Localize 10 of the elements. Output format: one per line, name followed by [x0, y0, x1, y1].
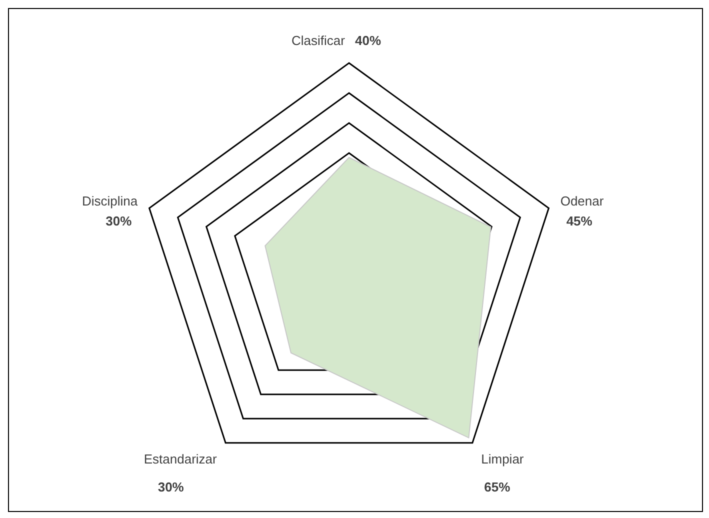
text: 40% [355, 33, 382, 48]
text: 30% [106, 214, 132, 229]
spoke-label: Clasificar [292, 33, 346, 48]
spoke-label: Disciplina [82, 194, 138, 209]
spoke-label: Odenar [560, 194, 604, 209]
text: 30% [158, 479, 184, 494]
text: 45% [566, 214, 592, 229]
spoke-label: Limpiar [481, 451, 524, 466]
text: 65% [484, 479, 510, 494]
spoke-label: Estandarizar [144, 451, 218, 466]
